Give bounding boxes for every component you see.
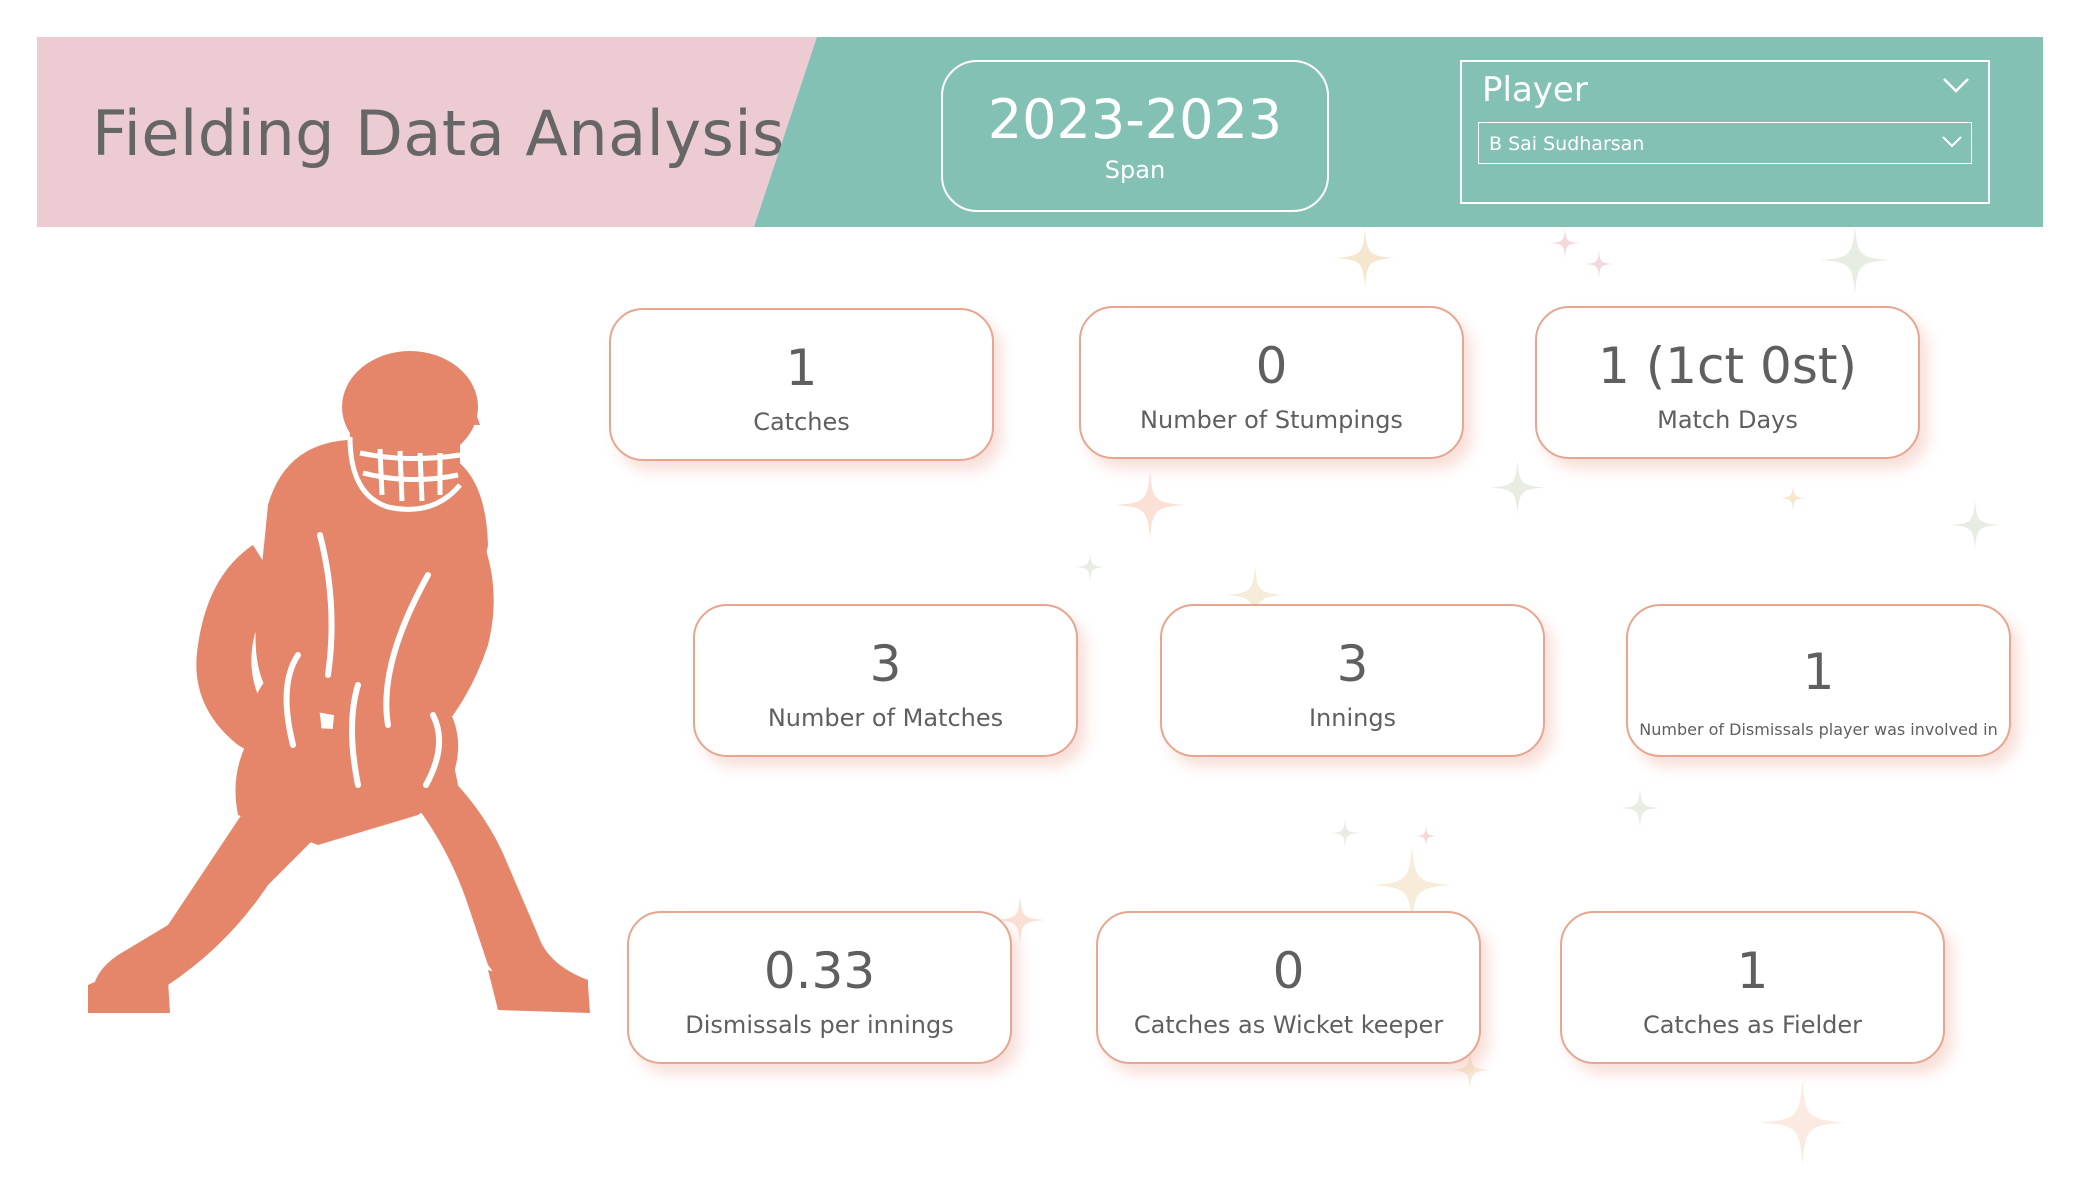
catches-value: 1 [785, 339, 818, 397]
sparkle-icon [1115, 470, 1185, 540]
sparkle-icon [1780, 485, 1806, 511]
chevron-down-icon[interactable] [1942, 76, 1970, 94]
innings-label: Innings [1308, 704, 1397, 732]
header-banner: Fielding Data Analysis 2023-2023 Span Pl… [37, 37, 2043, 227]
dismissals-per-innings-card: 0.33 Dismissals per innings [627, 911, 1012, 1064]
catches-fielder-card: 1 Catches as Fielder [1560, 911, 1945, 1064]
catches-label: Catches [753, 408, 850, 436]
dismissals-card: 1 Number of Dismissals player was involv… [1626, 604, 2011, 757]
sparkle-icon [1550, 228, 1580, 258]
catches-fielder-value: 1 [1736, 942, 1769, 1000]
dismissals-per-innings-value: 0.33 [763, 942, 876, 1000]
sparkle-icon [1335, 228, 1395, 288]
dismissals-per-innings-label: Dismissals per innings [685, 1011, 954, 1039]
stumpings-label: Number of Stumpings [1140, 406, 1403, 434]
sparkle-icon [1760, 1080, 1845, 1165]
title-band: Fielding Data Analysis [37, 37, 817, 227]
matches-label: Number of Matches [767, 704, 1004, 732]
sparkle-icon [1490, 460, 1545, 515]
match-days-label: Match Days [1657, 406, 1798, 434]
catches-card: 1 Catches [609, 308, 994, 461]
sparkle-icon [1225, 565, 1285, 625]
sparkle-icon [1330, 818, 1360, 848]
player-slicer-title: Player [1482, 70, 1588, 110]
sparkle-icon [1075, 552, 1105, 582]
span-card: 2023-2023 Span [941, 60, 1329, 212]
chevron-down-icon[interactable] [1941, 134, 1963, 150]
sparkle-icon [1820, 225, 1890, 295]
innings-card: 3 Innings [1160, 604, 1545, 757]
catches-fielder-label: Catches as Fielder [1642, 1011, 1863, 1039]
match-days-card: 1 (1ct 0st) Match Days [1535, 306, 1920, 459]
innings-value: 3 [1336, 635, 1369, 693]
matches-card: 3 Number of Matches [693, 604, 1078, 757]
catches-wicket-keeper-card: 0 Catches as Wicket keeper [1096, 911, 1481, 1064]
sparkle-icon [1372, 845, 1452, 925]
sparkle-icon [995, 895, 1045, 945]
dismissals-label: Number of Dismissals player was involved… [1639, 720, 1998, 739]
player-select-value: B Sai Sudharsan [1489, 133, 1645, 155]
catches-wicket-keeper-value: 0 [1272, 942, 1305, 1000]
catches-wicket-keeper-label: Catches as Wicket keeper [1133, 1011, 1444, 1039]
wicket-keeper-silhouette-icon [88, 351, 590, 1013]
sparkle-icon [1450, 1050, 1490, 1090]
stumpings-card: 0 Number of Stumpings [1079, 306, 1464, 459]
sparkle-icon [1415, 825, 1437, 847]
sparkle-icon [1620, 788, 1660, 828]
page-title: Fielding Data Analysis [92, 97, 785, 170]
span-label: Span [1104, 156, 1166, 184]
span-value: 2023-2023 [987, 88, 1283, 151]
sparkle-icon [1585, 250, 1613, 278]
player-select-dropdown[interactable]: B Sai Sudharsan [1478, 122, 1972, 164]
stumpings-value: 0 [1255, 337, 1288, 395]
dismissals-value: 1 [1802, 643, 1835, 701]
matches-value: 3 [869, 635, 902, 693]
player-slicer: Player B Sai Sudharsan [1460, 60, 1990, 204]
sparkle-icon [1950, 500, 2000, 550]
match-days-value: 1 (1ct 0st) [1598, 337, 1857, 395]
